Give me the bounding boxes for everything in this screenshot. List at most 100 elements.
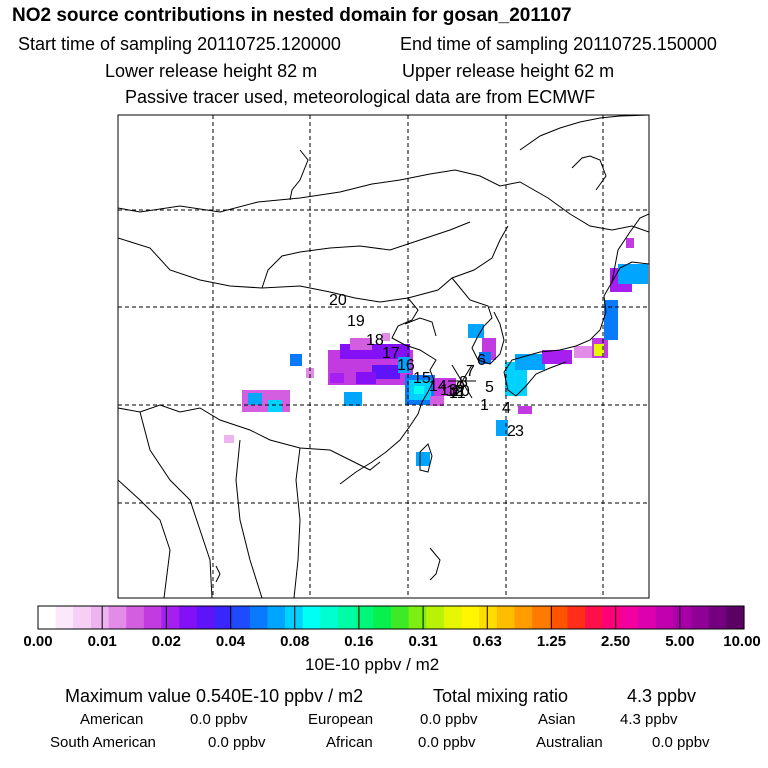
region-name: African <box>326 734 373 751</box>
colorbar-cell <box>285 606 304 629</box>
colorbar-cell <box>726 606 745 629</box>
traj-label: 16 <box>397 357 415 374</box>
region-value: 4.3 ppbv <box>620 711 678 728</box>
start-time-label: Start time of sampling 20110725.120000 <box>18 34 341 54</box>
plume-patch <box>290 354 302 366</box>
colorbar-cell <box>108 606 127 629</box>
region-value: 0.0 ppbv <box>208 734 266 751</box>
colorbar-cell <box>90 606 110 629</box>
colorbar-cell <box>585 606 604 629</box>
colorbar-tick-label: 5.00 <box>665 633 695 650</box>
colorbar-tick-label: 0.16 <box>344 633 374 650</box>
plume-patch <box>496 420 508 436</box>
region-name: Australian <box>536 734 603 751</box>
plume-patch <box>468 324 484 338</box>
colorbar-tick-label: 0.04 <box>215 633 246 650</box>
lower-release-label: Lower release height 82 m <box>105 61 318 81</box>
colorbar-cell <box>691 606 710 629</box>
plume-north-china <box>328 333 413 385</box>
max-value-label: Maximum value 0.540E-10 ppbv / m2 <box>65 686 364 706</box>
plume-patch <box>398 357 410 373</box>
plume-patch <box>306 368 314 378</box>
traj-label: 7 <box>466 363 475 380</box>
traj-label: 19 <box>347 313 365 330</box>
colorbar-cells <box>38 606 745 629</box>
colorbar-cell <box>38 606 57 629</box>
map-content: 20 19 18 17 16 15 14 13 12 11 10 9 8 7 6… <box>118 115 649 598</box>
colorbar-tick-label: 0.31 <box>408 633 438 650</box>
colorbar-cell <box>461 606 480 629</box>
plume-yangtze-delta <box>405 375 456 406</box>
colorbar-cell <box>496 606 516 629</box>
plume-patch <box>574 346 592 358</box>
traj-label: 1 <box>480 397 489 414</box>
colorbar-cell <box>55 606 74 629</box>
plume-patch <box>344 392 362 406</box>
colorbar-cell <box>408 606 427 629</box>
colorbar-cell <box>549 606 569 629</box>
plume-patch <box>350 338 372 350</box>
colorbar-tick-label: 1.25 <box>536 633 567 650</box>
region-value: 0.0 ppbv <box>652 734 710 751</box>
region-value: 0.0 ppbv <box>190 711 248 728</box>
colorbar-cell <box>161 606 180 629</box>
colorbar-cell <box>73 606 92 629</box>
total-mixing-value: 4.3 ppbv <box>627 686 697 706</box>
colorbar-tick-label: 0.02 <box>151 633 181 650</box>
traj-label: 13 <box>440 382 458 399</box>
colorbar-cell <box>426 606 445 629</box>
colorbar-cell <box>479 606 498 629</box>
traj-label: 8 <box>459 374 468 391</box>
region-name: South American <box>50 734 156 751</box>
colorbar-cell <box>338 606 357 629</box>
plume-patch <box>224 435 234 443</box>
traj-label: 9 <box>456 379 465 396</box>
colorbar-tick-label: 10.00 <box>723 633 761 650</box>
colorbar-cell <box>249 606 269 629</box>
plume-patch <box>434 378 456 396</box>
region-value: 0.0 ppbv <box>418 734 476 751</box>
plume-patch <box>268 400 282 412</box>
plume-patch <box>518 406 532 414</box>
plume-patch <box>372 365 400 379</box>
colorbar-cell <box>638 606 657 629</box>
colorbar-cell <box>179 606 198 629</box>
colorbar-tick-label: 0.00 <box>23 633 53 650</box>
colorbar-frame <box>37 605 745 630</box>
traj-label: 11 <box>449 385 466 402</box>
traj-label: 10 <box>452 383 470 400</box>
plume-patch <box>604 300 618 340</box>
plume-patch <box>356 372 376 384</box>
plume-patch <box>430 396 444 406</box>
colorbar-dividers <box>101 606 681 629</box>
traj-label: 12 <box>446 383 464 400</box>
traj-label: 18 <box>366 332 384 349</box>
region-name: Asian <box>538 711 576 728</box>
upper-release-label: Upper release height 62 m <box>402 61 615 81</box>
colorbar-cell <box>443 606 463 629</box>
page-title: NO2 source contributions in nested domai… <box>12 5 572 26</box>
plume-patch <box>248 393 262 405</box>
colorbar-cell <box>620 606 639 629</box>
total-mixing-label: Total mixing ratio <box>433 686 569 706</box>
colorbar-cell <box>673 606 692 629</box>
colorbar-tick-label: 0.08 <box>280 633 310 650</box>
colorbar-cell <box>143 606 163 629</box>
plume-japan <box>496 238 648 436</box>
plume-patch <box>505 362 527 396</box>
colorbar-cell <box>708 606 727 629</box>
colorbar-cell <box>602 606 622 629</box>
region-name: American <box>80 711 144 728</box>
colorbar-cell <box>567 606 586 629</box>
grid-lines <box>118 115 649 598</box>
plume-patch <box>330 373 344 383</box>
colorbar-tick-label: 0.63 <box>472 633 502 650</box>
colorbar-cell <box>126 606 145 629</box>
traj-label: 6 <box>477 352 486 369</box>
trajectory-labels: 20 19 18 17 16 15 14 13 12 11 10 9 8 7 6… <box>329 292 524 440</box>
colorbar-cell <box>267 606 286 629</box>
colorbar-tick-label: 2.50 <box>601 633 631 650</box>
plume-patch <box>594 344 604 356</box>
plume-patch <box>382 333 390 341</box>
